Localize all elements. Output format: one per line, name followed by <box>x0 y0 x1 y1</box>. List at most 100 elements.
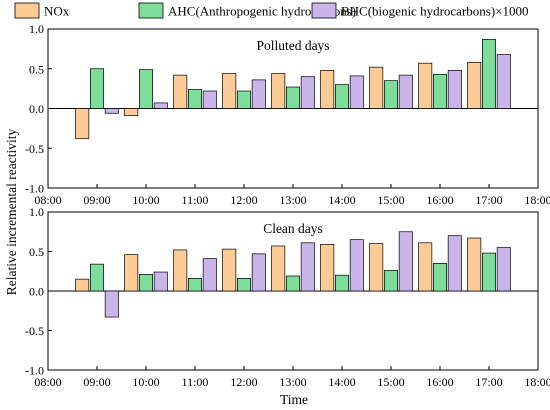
bar-nox-1000 <box>124 254 139 292</box>
bar-bhc-0900 <box>104 290 119 318</box>
bar-bhc-1100 <box>202 90 217 109</box>
x-tick-label: 08:00 <box>34 193 61 207</box>
bar-bhc-1700 <box>496 247 511 292</box>
x-tick-label: 13:00 <box>279 375 306 389</box>
y-tick-label: 1.0 <box>29 205 44 219</box>
bar-nox-1400 <box>320 244 335 292</box>
bar-ahc-1700 <box>482 252 497 292</box>
x-tick-label: 09:00 <box>83 193 110 207</box>
bar-bhc-1200 <box>251 253 266 292</box>
x-tick-label: 14:00 <box>328 375 355 389</box>
bar-nox-1500 <box>369 243 384 292</box>
x-tick-label: 10:00 <box>132 193 159 207</box>
y-tick-label: -0.5 <box>25 142 44 156</box>
bar-ahc-1300 <box>286 86 301 109</box>
bar-bhc-1600 <box>447 69 462 109</box>
bar-ahc-1600 <box>433 263 448 292</box>
bar-ahc-1600 <box>433 73 448 109</box>
bar-nox-0900 <box>75 278 90 292</box>
bar-ahc-1200 <box>237 278 252 292</box>
y-tick-label: 0.0 <box>29 285 44 299</box>
bar-nox-1600 <box>418 242 433 292</box>
x-tick-label: 18:00 <box>524 193 550 207</box>
y-tick-label: 0.0 <box>29 102 44 116</box>
bar-ahc-1200 <box>237 90 252 109</box>
bar-bhc-1300 <box>300 242 315 292</box>
x-tick-label: 17:00 <box>475 193 502 207</box>
bar-nox-1000 <box>124 108 139 117</box>
bar-bhc-1700 <box>496 54 511 109</box>
legend-swatch-ahc-anthropogenic-hydrocarbons <box>138 2 164 19</box>
bar-ahc-1100 <box>188 278 203 292</box>
legend-swatch-bhc-biogenic-hydrocarbons-1000 <box>311 2 337 19</box>
x-tick-label: 16:00 <box>426 375 453 389</box>
y-tick-label: -1.0 <box>25 182 44 196</box>
bar-nox-1500 <box>369 66 384 109</box>
x-tick-label: 08:00 <box>34 375 61 389</box>
bar-bhc-1500 <box>398 74 413 109</box>
bar-nox-1700 <box>467 62 482 109</box>
legend-label-ahc-anthropogenic-hydrocarbons: AHC(Anthropogenic hydrocarbons) <box>168 4 356 19</box>
x-tick-label: 18:00 <box>524 375 550 389</box>
bar-bhc-1600 <box>447 235 462 292</box>
bar-nox-1300 <box>271 73 286 109</box>
bar-nox-1200 <box>222 248 237 292</box>
y-tick-label: -1.0 <box>25 364 44 378</box>
y-tick-label: 1.0 <box>29 22 44 36</box>
x-tick-label: 11:00 <box>182 375 209 389</box>
panel-title: Polluted days <box>256 38 329 53</box>
bar-bhc-1100 <box>202 258 217 292</box>
bar-ahc-1100 <box>188 89 203 109</box>
x-tick-label: 09:00 <box>83 375 110 389</box>
x-tick-label: 12:00 <box>230 193 257 207</box>
x-tick-label: 15:00 <box>377 375 404 389</box>
x-tick-label: 12:00 <box>230 375 257 389</box>
x-tick-label: 17:00 <box>475 375 502 389</box>
bar-ahc-0900 <box>89 68 104 109</box>
legend-label-nox: NOx <box>44 4 70 19</box>
bar-nox-0900 <box>75 108 90 140</box>
panel-clean-days: -1.0 -0.5 0.0 0.5 1.0 08:00 09:00 10:00 11:00 12:… <box>25 205 550 389</box>
legend-swatch-nox <box>14 2 40 19</box>
bar-bhc-1500 <box>398 231 413 292</box>
bar-ahc-1500 <box>384 80 399 109</box>
bar-nox-1100 <box>173 74 188 109</box>
x-axis-label: Time <box>280 392 308 407</box>
bar-ahc-0900 <box>89 263 104 292</box>
bar-ahc-1400 <box>335 84 350 109</box>
y-tick-label: 0.5 <box>29 62 44 76</box>
bar-bhc-0900 <box>104 108 119 114</box>
bar-ahc-1400 <box>335 274 350 292</box>
bar-bhc-1000 <box>153 102 168 109</box>
x-tick-label: 13:00 <box>279 193 306 207</box>
bar-nox-1300 <box>271 245 286 292</box>
panel-polluted-days: -1.0 -0.5 0.0 0.5 1.0 08:00 09:00 10:00 11:00 12:… <box>25 22 550 207</box>
bar-nox-1200 <box>222 73 237 109</box>
bar-ahc-1000 <box>139 274 154 292</box>
bar-bhc-1200 <box>251 79 266 109</box>
y-tick-label: -0.5 <box>25 324 44 338</box>
bar-ahc-1500 <box>384 270 399 292</box>
bar-nox-1100 <box>173 249 188 292</box>
bar-nox-1600 <box>418 62 433 109</box>
bar-nox-1700 <box>467 237 482 292</box>
bar-bhc-1400 <box>349 239 364 292</box>
bar-bhc-1000 <box>153 271 168 292</box>
bar-bhc-1300 <box>300 76 315 109</box>
x-tick-label: 16:00 <box>426 193 453 207</box>
bar-ahc-1300 <box>286 275 301 292</box>
bar-ahc-1700 <box>482 38 497 109</box>
x-tick-label: 15:00 <box>377 193 404 207</box>
legend: NOx AHC(Anthropogenic hydrocarbons)BHC(bi… <box>14 2 529 19</box>
legend-label-bhc-biogenic-hydrocarbons-1000: BHC(biogenic hydrocarbons)×1000 <box>341 4 529 19</box>
x-tick-label: 10:00 <box>132 375 159 389</box>
bar-nox-1400 <box>320 69 335 109</box>
y-tick-label: 0.5 <box>29 245 44 259</box>
y-axis-label: Relative incremental reactivity <box>4 129 19 296</box>
panel-title: Clean days <box>263 221 323 236</box>
bar-bhc-1400 <box>349 75 364 109</box>
x-tick-label: 11:00 <box>182 193 209 207</box>
bar-ahc-1000 <box>139 69 154 109</box>
x-tick-label: 14:00 <box>328 193 355 207</box>
